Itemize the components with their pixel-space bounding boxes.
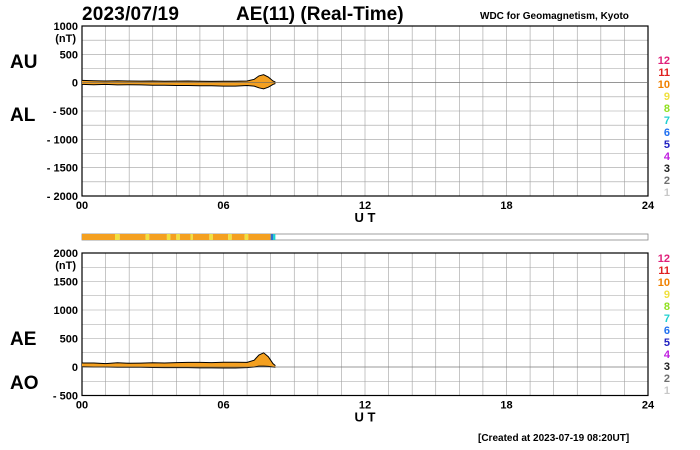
y-tick-label: - 2000 xyxy=(47,191,78,203)
status-bar-segment xyxy=(115,234,120,240)
status-bar-segment xyxy=(270,234,274,240)
legend-count-1: 1 xyxy=(664,385,670,397)
legend-count-6: 6 xyxy=(664,325,670,337)
legend-count-10: 10 xyxy=(658,277,670,289)
x-tick-label: 06 xyxy=(217,400,229,412)
status-bar-segment xyxy=(179,234,191,240)
legend-count-6: 6 xyxy=(664,127,670,139)
status-bar-segment xyxy=(166,234,171,240)
legend-count-12: 12 xyxy=(658,253,670,265)
x-axis-label: U T xyxy=(355,410,376,425)
side-label-ae: AE xyxy=(10,329,36,350)
legend-count-7: 7 xyxy=(664,313,670,325)
legend-count-9: 9 xyxy=(664,289,670,301)
y-tick-label: 0 xyxy=(72,78,78,90)
series-area-fill xyxy=(82,352,276,368)
x-tick-label: 18 xyxy=(500,200,512,212)
y-tick-label: - 500 xyxy=(53,106,78,118)
status-bar-segment xyxy=(212,234,229,240)
status-bar-segment xyxy=(228,234,232,240)
x-tick-label: 12 xyxy=(359,200,371,212)
x-tick-label: 06 xyxy=(217,200,229,212)
status-bar-segment xyxy=(248,234,271,240)
legend-count-4: 4 xyxy=(664,349,671,361)
status-bar-segment xyxy=(176,234,180,240)
series-line-au xyxy=(81,74,276,83)
chart-title: AE(11) (Real-Time) xyxy=(236,4,404,25)
series-line-al xyxy=(81,83,276,90)
status-bar-segment xyxy=(119,234,146,240)
status-bar-segment xyxy=(231,234,245,240)
x-tick-label: 24 xyxy=(642,200,655,212)
y-tick-label: - 1500 xyxy=(47,163,78,175)
plot-frame xyxy=(81,252,649,397)
legend-count-5: 5 xyxy=(664,337,670,349)
legend-count-4: 4 xyxy=(664,151,671,163)
legend-count-1: 1 xyxy=(664,187,670,199)
series-line-ae xyxy=(82,352,276,366)
legend-count-2: 2 xyxy=(664,175,670,187)
legend-count-10: 10 xyxy=(658,79,670,91)
y-tick-label: 0 xyxy=(72,362,78,374)
legend-count-11: 11 xyxy=(658,67,670,79)
legend-count-8: 8 xyxy=(664,301,670,313)
status-bar-segment xyxy=(190,234,193,240)
side-label-au: AU xyxy=(10,52,37,73)
legend-count-5: 5 xyxy=(664,139,670,151)
panel-au-al: 1000 500 0 - 500 - 1000 - 1500 - 2000 (nT) 00 06 1… xyxy=(10,21,655,225)
x-tick-label: 24 xyxy=(642,400,655,412)
series-area-fill xyxy=(82,74,276,89)
y-tick-label: 500 xyxy=(60,334,78,346)
y-tick-label: 1000 xyxy=(54,305,78,317)
chart-date: 2023/07/19 xyxy=(82,4,180,25)
y-tick-label: 2000 xyxy=(54,248,78,260)
y-tick-label: - 500 xyxy=(53,391,78,403)
x-axis-label: U T xyxy=(355,210,376,225)
y-unit-label: (nT) xyxy=(55,33,76,45)
legend-count-11: 11 xyxy=(658,265,670,277)
status-bar-segment xyxy=(82,234,116,240)
status-bar-segment xyxy=(244,234,249,240)
status-bar-segment xyxy=(273,234,276,240)
side-label-al: AL xyxy=(10,105,36,126)
y-tick-label: - 1000 xyxy=(47,134,78,146)
legend-count-7: 7 xyxy=(664,115,670,127)
legend-count-12: 12 xyxy=(658,55,670,67)
created-timestamp: [Created at 2023-07-19 08:20UT] xyxy=(478,433,630,444)
status-bar-segment xyxy=(145,234,150,240)
side-label-ao: AO xyxy=(10,373,39,394)
plot-frame xyxy=(81,25,649,197)
status-bar-segment xyxy=(170,234,177,240)
status-bar-segment xyxy=(209,234,213,240)
legend-count-8: 8 xyxy=(664,103,670,115)
x-tick-label: 12 xyxy=(359,400,371,412)
legend-count-3: 3 xyxy=(664,163,670,175)
x-tick-label: 18 xyxy=(500,400,512,412)
station-status-bar xyxy=(81,233,649,241)
y-tick-label: 500 xyxy=(60,49,78,61)
status-bar-segment xyxy=(192,234,210,240)
legend-count-2: 2 xyxy=(664,373,670,385)
y-tick-label: 1000 xyxy=(54,21,78,33)
y-unit-label: (nT) xyxy=(55,260,76,272)
data-source: WDC for Geomagnetism, Kyoto xyxy=(480,11,629,22)
legend-count-3: 3 xyxy=(664,361,670,373)
x-tick-label: 00 xyxy=(76,400,88,412)
y-tick-label: 1500 xyxy=(54,277,78,289)
legend-count-9: 9 xyxy=(664,91,670,103)
panel-ae-ao: 2000 1500 1000 500 0 - 500 (nT) 00 06 12 18 24 U T AE… xyxy=(10,248,655,425)
x-tick-label: 00 xyxy=(76,200,88,212)
status-bar-segment xyxy=(149,234,167,240)
